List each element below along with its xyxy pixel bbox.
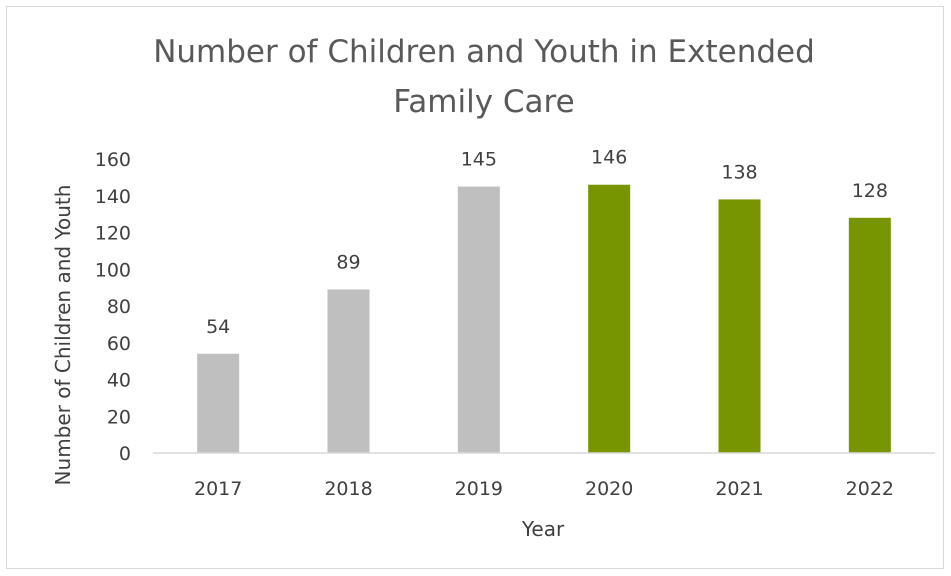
bar-2018 [327, 289, 370, 453]
x-tick-label-2017: 2017 [194, 478, 242, 500]
y-tick-label: 160 [95, 149, 131, 171]
chart-title-line-1: Number of Children and Youth in Extended [153, 34, 815, 70]
bars-group [197, 184, 891, 453]
y-tick-label: 0 [119, 443, 131, 465]
x-tick-label-2018: 2018 [324, 478, 372, 500]
bar-2022 [848, 217, 891, 453]
x-axis-tick-labels: 2017 2018 2019 2020 2021 2022 [194, 478, 894, 500]
y-tick-label: 60 [107, 333, 131, 355]
x-tick-label-2021: 2021 [715, 478, 763, 500]
y-tick-label: 40 [107, 370, 131, 392]
data-label-2017: 54 [206, 316, 230, 338]
bar-2017 [197, 353, 240, 453]
data-label-2020: 146 [591, 147, 627, 169]
y-tick-label: 140 [95, 186, 131, 208]
y-tick-label: 80 [107, 296, 131, 318]
data-label-2018: 89 [336, 251, 360, 273]
bar-2021 [718, 199, 761, 453]
y-axis-title: Number of Children and Youth [51, 185, 75, 486]
x-tick-label-2022: 2022 [846, 478, 894, 500]
y-tick-label: 100 [95, 259, 131, 281]
y-tick-label: 120 [95, 223, 131, 245]
bar-2019 [457, 186, 500, 453]
x-tick-label-2020: 2020 [585, 478, 633, 500]
chart-title-line-2: Family Care [393, 84, 574, 120]
x-tick-label-2019: 2019 [455, 478, 503, 500]
data-label-2021: 138 [721, 161, 757, 183]
data-labels-group: 54 89 145 146 138 128 [206, 147, 888, 338]
bar-2020 [588, 184, 631, 453]
y-tick-label: 20 [107, 406, 131, 428]
data-label-2019: 145 [461, 149, 497, 171]
x-axis-title: Year [521, 517, 565, 541]
data-label-2022: 128 [852, 180, 888, 202]
y-axis-tick-labels: 0 20 40 60 80 100 120 140 160 [95, 149, 131, 465]
